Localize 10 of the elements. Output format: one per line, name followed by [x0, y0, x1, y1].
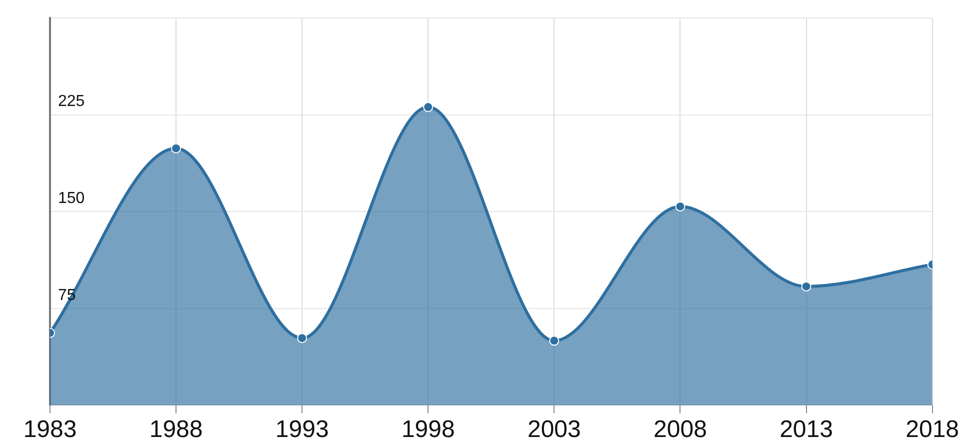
x-tick-label: 2013	[780, 416, 833, 444]
y-tick-label: 150	[58, 190, 85, 208]
x-tick-label: 1993	[275, 416, 329, 444]
x-tick-label: 2018	[906, 416, 959, 444]
x-tick-label: 1983	[23, 416, 77, 444]
x-tick-label: 2008	[654, 416, 707, 444]
x-tick-label: 1988	[149, 416, 203, 444]
y-tick-label: 225	[58, 93, 85, 110]
x-tick-label: 1998	[401, 416, 455, 444]
x-tick-label: 2003	[527, 416, 581, 444]
